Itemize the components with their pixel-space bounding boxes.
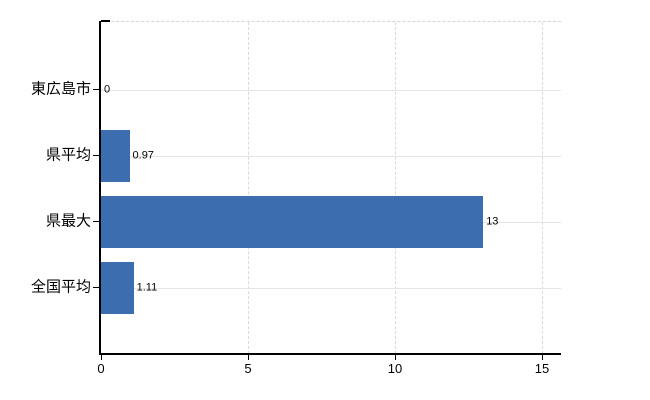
x-tick-label: 10 [387,361,403,376]
category-label: 県平均 [45,146,91,164]
bar-2 [101,196,484,248]
x-tick [394,354,396,360]
x-tick-label: 15 [534,361,550,376]
category-label: 全国平均 [30,278,91,296]
category-label: 東広島市 [30,80,91,98]
v-gridline [541,22,543,354]
x-tick-label: 0 [97,361,105,376]
category-tick [93,220,99,222]
bar-3 [101,262,134,314]
value-label: 0.97 [132,149,154,162]
x-tick [100,354,102,360]
y-axis-line [99,21,101,354]
row-gridline [101,89,561,91]
category-tick [93,154,99,156]
value-label: 13 [486,215,499,228]
x-tick-label: 5 [244,361,252,376]
v-gridline [394,22,396,354]
x-axis-line [99,353,561,355]
plot-area: 0 0.97 13 1.11 [101,21,561,354]
value-label: 1.11 [136,281,158,294]
category-label: 県最大 [45,212,91,230]
category-tick [93,88,99,90]
x-tick [541,354,543,360]
bar-1 [101,130,130,182]
row-gridline [101,287,561,289]
value-label: 0 [104,83,111,96]
y-axis-top-cap [101,20,110,22]
category-tick [93,286,99,288]
v-gridline [247,22,249,354]
x-tick [247,354,249,360]
row-gridline [101,155,561,157]
